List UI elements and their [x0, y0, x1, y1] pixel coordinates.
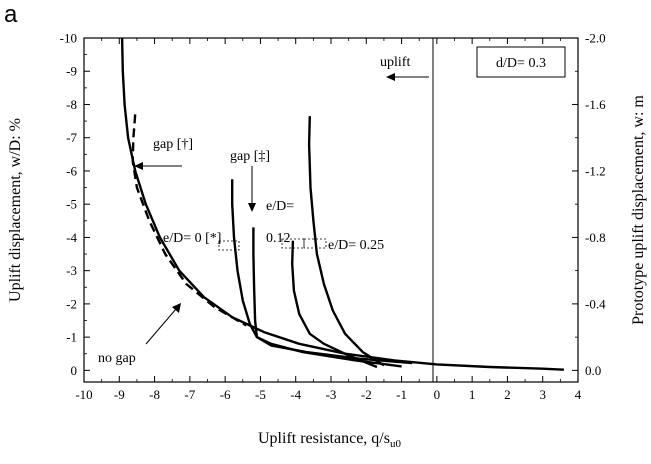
y-tick-label: -9: [66, 64, 77, 79]
x-tick-label: -8: [149, 387, 160, 402]
series-line-2: [131, 114, 247, 327]
x-axis-title: Uplift resistance, q/su0: [258, 430, 401, 450]
no-gap-arrowhead: [172, 303, 181, 313]
x-tick-label: -10: [75, 387, 92, 402]
e025-label: e/D= 0.25: [328, 238, 384, 253]
e012-label-line2: 0.12: [266, 231, 291, 246]
y2-tick-label: -2.0: [585, 31, 606, 46]
x-tick-label: 4: [575, 387, 582, 402]
y-tick-label: -6: [66, 163, 77, 178]
legend-box: [476, 46, 566, 78]
y2-axis-title: Prototype uplift displacement, w: m: [630, 95, 647, 325]
uplift-arrowhead: [386, 73, 395, 81]
e0-marker-box: [218, 240, 240, 251]
x-tick-label: -7: [184, 387, 195, 402]
gap-ddagger-label: gap [‡]: [230, 149, 270, 164]
x-tick-label: -1: [396, 387, 407, 402]
x-tick-label: -9: [114, 387, 125, 402]
x-tick-label: 3: [539, 387, 546, 402]
y-tick-label: -5: [66, 197, 77, 212]
x-axis-ticks: -10 -9 -8 -7 -6 -5 -4 -3 -2 -1 0 1 2 3 4: [75, 38, 582, 402]
legend-box-label: d/D= 0.3: [496, 56, 546, 71]
y-tick-label: -2: [66, 296, 77, 311]
y2-tick-label: 0.0: [585, 363, 601, 378]
x-tick-label: 2: [504, 387, 511, 402]
y2-axis-ticks: -2.0 -1.6 -1.2 -0.8 -0.4 0.0: [572, 31, 606, 378]
y2-tick-label: -1.2: [585, 163, 606, 178]
x-tick-label: -4: [290, 387, 301, 402]
x-tick-label: -5: [255, 387, 266, 402]
y-tick-label: -10: [60, 31, 77, 46]
e025-marker-box: [303, 238, 327, 249]
gap-dagger-label: gap [†]: [153, 137, 193, 152]
x-tick-label: -3: [326, 387, 337, 402]
e0-label: e/D= 0 [*]: [163, 231, 221, 246]
y-tick-label: -4: [66, 230, 77, 245]
e012-label-line1: e/D=: [266, 199, 294, 214]
x-tick-label: -6: [220, 387, 231, 402]
y-axis-ticks: -10-9-8-7-6-5-4-3-2-10: [60, 31, 90, 378]
gap-dagger-arrowhead: [134, 162, 143, 170]
series-line-6: [307, 116, 385, 367]
panel-label: a: [4, 1, 18, 28]
y-axis-title: Uplift displacement, w/D: %: [7, 118, 24, 302]
data-curves: [120, 37, 564, 371]
series-line-3: [231, 179, 413, 365]
e012-marker-box: [281, 238, 305, 249]
y2-tick-label: -0.8: [585, 230, 606, 245]
y2-tick-label: -0.4: [585, 296, 606, 311]
no-gap-label: no gap: [98, 351, 136, 366]
series-line-4: [252, 227, 402, 368]
y-tick-label: -7: [66, 130, 77, 145]
series-line-5: [291, 240, 378, 369]
x-tick-label: -2: [361, 387, 372, 402]
gap-ddagger-arrowhead: [248, 203, 256, 212]
series-line-1: [120, 37, 564, 371]
x-axis-title-subscript: u0: [390, 438, 402, 450]
y-tick-label: -3: [66, 263, 77, 278]
y-tick-label: -1: [66, 330, 77, 345]
x-tick-label: 1: [469, 387, 476, 402]
uplift-label: uplift: [380, 55, 410, 70]
y2-tick-label: -1.6: [585, 97, 606, 112]
x-tick-label: 0: [434, 387, 441, 402]
y-tick-label: 0: [71, 363, 78, 378]
no-gap-arrow: [145, 308, 177, 345]
y-tick-label: -8: [66, 97, 77, 112]
